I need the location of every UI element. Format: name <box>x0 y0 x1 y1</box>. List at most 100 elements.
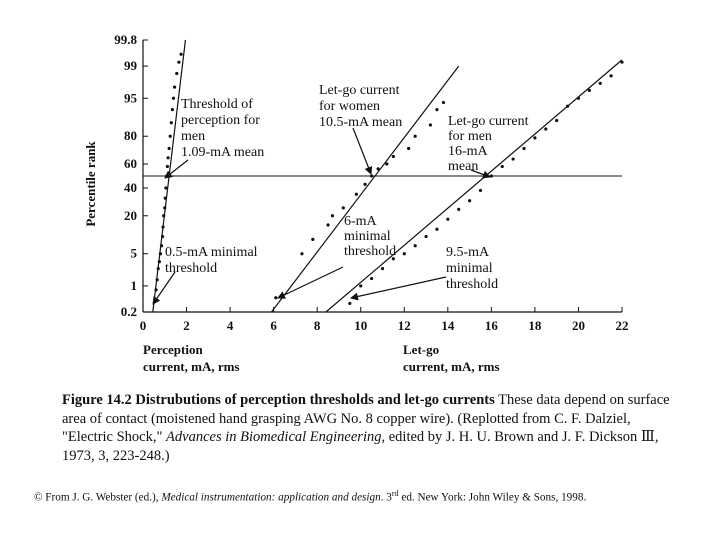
data-point-series-3 <box>555 118 559 123</box>
data-point-series-1 <box>156 267 160 271</box>
data-point-series-3 <box>478 188 483 193</box>
axes: 0 2 4 6 8 10 12 14 16 18 20 22 99.8 99 95 80 60 40 20 5 1 0.2… <box>83 32 629 374</box>
credit-sup: rd <box>391 489 399 498</box>
x-tick-label: 16 <box>485 318 499 333</box>
annotation-women-min-line2: minimal <box>344 229 391 244</box>
arrow-perception-min <box>152 271 176 305</box>
annotation-men-line4: mean <box>448 159 478 174</box>
caption-text-2: , edited by J. H. U. Brown and J. F. Dic… <box>62 429 659 464</box>
data-point-series-2 <box>407 146 411 151</box>
data-point-series-2 <box>391 154 395 159</box>
x-tick-label: 14 <box>441 318 455 333</box>
data-point-series-2 <box>385 162 389 166</box>
caption-text-1: These data depend on surface area of con… <box>62 392 670 446</box>
arrow-women-mean <box>352 127 373 175</box>
data-point-series-2 <box>311 237 315 241</box>
annotation-men-min-line3: threshold <box>446 277 498 292</box>
x-tick-label: 4 <box>227 318 234 333</box>
data-point-series-3 <box>424 234 428 239</box>
copyright-credit: © From J. G. Webster (ed.), Medical inst… <box>34 489 694 504</box>
data-point-series-1 <box>155 278 159 282</box>
data-point-series-3 <box>544 127 548 131</box>
x-tick-label: 6 <box>270 318 277 333</box>
annotation-men-line1: Let-go current <box>448 114 529 129</box>
data-point-series-3 <box>565 104 570 108</box>
y-tick-label: 99.8 <box>114 32 137 47</box>
x-tick-label: 10 <box>354 318 367 333</box>
y-axis-label: Percentile rank <box>83 141 98 227</box>
data-point-series-1 <box>179 52 183 56</box>
y-tick-label: 60 <box>124 156 137 171</box>
x-axis-label-left-line1: Perception <box>143 342 203 357</box>
credit-mid: . 3 <box>380 491 392 504</box>
data-point-series-3 <box>587 88 591 92</box>
x-tick-label: 0 <box>140 318 147 333</box>
data-point-series-2 <box>428 123 432 127</box>
annotation-women-line1: Let-go current <box>319 83 400 98</box>
x-tick-label: 12 <box>398 318 411 333</box>
data-point-series-3 <box>446 217 450 221</box>
data-point-series-1 <box>169 121 173 125</box>
y-tick-label: 1 <box>131 278 138 293</box>
credit-prefix: © From J. G. Webster (ed.), <box>34 491 162 504</box>
caption-title: Figure 14.2 Distrubutions of perception … <box>62 392 495 408</box>
x-axis-label-left-line2: current, mA, rms <box>143 359 240 374</box>
fit-line-series-2 <box>270 65 460 313</box>
data-point-series-1 <box>158 252 163 256</box>
chart-canvas: 0 2 4 6 8 10 12 14 16 18 20 22 99.8 99 95 80 60 40 20 5 1 0.2… <box>83 32 629 374</box>
data-point-series-3 <box>391 257 395 261</box>
data-point-series-3 <box>402 252 406 256</box>
data-point-series-1 <box>154 288 158 292</box>
data-point-series-3 <box>609 74 613 78</box>
caption-journal: Advances in Biomedical Engineering <box>166 429 382 446</box>
figure-caption: Figure 14.2 Distrubutions of perception … <box>62 391 682 465</box>
arrow-men-mean <box>470 169 491 179</box>
data-point-series-3 <box>533 136 537 140</box>
data-point-series-2 <box>354 192 358 196</box>
data-point-series-1 <box>167 146 171 151</box>
x-tick-label: 2 <box>183 318 190 333</box>
data-point-series-2 <box>341 206 345 210</box>
annotation-men-line3: 16-mA <box>448 144 489 159</box>
y-tick-label: 80 <box>124 128 137 143</box>
x-axis-label-right-line2: current, mA, rms <box>403 359 500 374</box>
y-tick-label: 5 <box>131 246 138 261</box>
x-axis-label-right-line1: Let-go <box>403 342 439 357</box>
y-tick-label: 40 <box>124 180 137 195</box>
arrow-perception-mean <box>164 159 189 179</box>
arrow-women-min <box>277 266 344 299</box>
data-point-series-2 <box>435 108 439 112</box>
data-point-series-1 <box>171 96 176 100</box>
data-point-series-3 <box>598 81 602 85</box>
annotation-perception-line2: perception for <box>181 113 260 128</box>
data-point-series-1 <box>159 244 164 248</box>
data-point-series-3 <box>435 227 439 231</box>
annotation-women-min-line3: threshold <box>344 244 396 259</box>
data-point-series-2 <box>330 214 335 218</box>
annotation-perception-min-line1: 0.5-mA minimal <box>165 245 258 260</box>
data-point-series-3 <box>359 284 363 288</box>
data-point-series-1 <box>166 156 170 160</box>
x-tick-label: 20 <box>572 318 585 333</box>
x-tick-label: 22 <box>616 318 629 333</box>
data-point-series-1 <box>168 134 172 138</box>
data-point-series-2 <box>441 100 446 105</box>
credit-book-title: Medical instrumentation: application and… <box>161 491 381 504</box>
data-point-series-3 <box>380 267 385 271</box>
data-point-series-1 <box>163 206 167 210</box>
y-tick-label: 95 <box>124 90 138 105</box>
data-point-series-3 <box>457 207 461 211</box>
data-point-series-3 <box>348 301 352 306</box>
annotation-men-min-line1: 9.5-mA <box>446 245 490 260</box>
data-point-series-2 <box>274 296 278 300</box>
data-point-series-1 <box>165 164 169 169</box>
x-tick-label: 18 <box>528 318 542 333</box>
annotation-women-min-line1: 6-mA <box>344 214 378 229</box>
data-point-series-3 <box>413 244 417 248</box>
arrow-men-min <box>350 276 447 301</box>
data-point-series-1 <box>164 186 168 190</box>
data-point-series-3 <box>467 199 472 203</box>
annotation-perception-min-line2: threshold <box>165 261 217 276</box>
annotation-women-line3: 10.5-mA mean <box>319 115 402 130</box>
